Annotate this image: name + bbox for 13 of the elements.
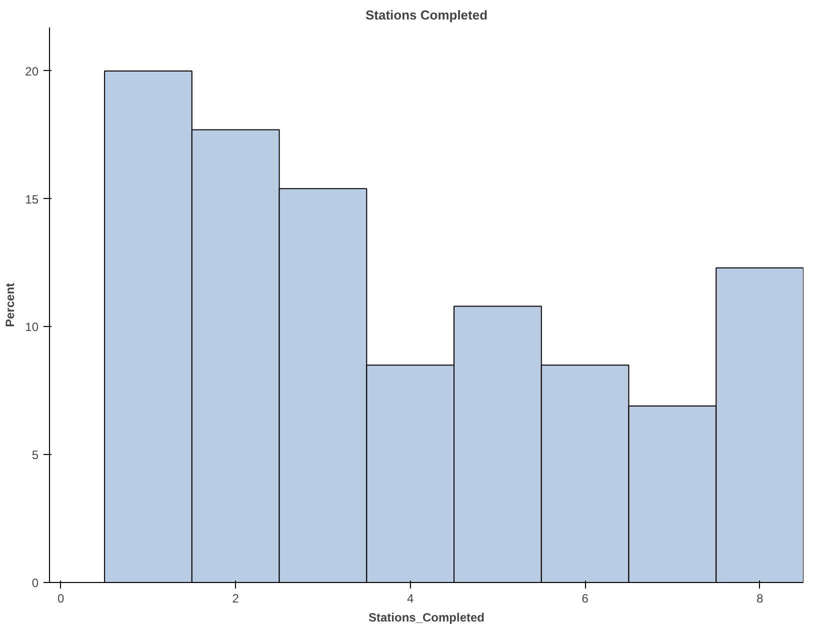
x-tick-label: 8 (756, 592, 764, 606)
x-tick-label: 4 (407, 592, 414, 606)
y-axis-title: Percent (3, 282, 18, 328)
y-tick-label: 0 (32, 576, 39, 590)
x-tick-label: 0 (58, 592, 65, 606)
x-tick-label: 2 (232, 592, 240, 606)
y-tick-label: 5 (32, 448, 39, 462)
y-tick-label: 15 (25, 192, 39, 206)
y-tick-label: 20 (25, 64, 39, 78)
x-tick-label: 6 (582, 592, 589, 606)
y-tick-label: 10 (25, 320, 39, 334)
x-axis-title: Stations_Completed (368, 610, 485, 624)
chart-title: Stations Completed (365, 8, 488, 22)
